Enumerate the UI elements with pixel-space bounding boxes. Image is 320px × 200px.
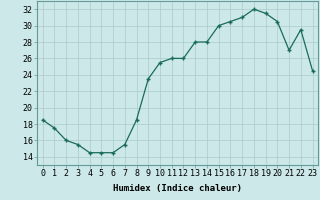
- X-axis label: Humidex (Indice chaleur): Humidex (Indice chaleur): [113, 184, 242, 193]
